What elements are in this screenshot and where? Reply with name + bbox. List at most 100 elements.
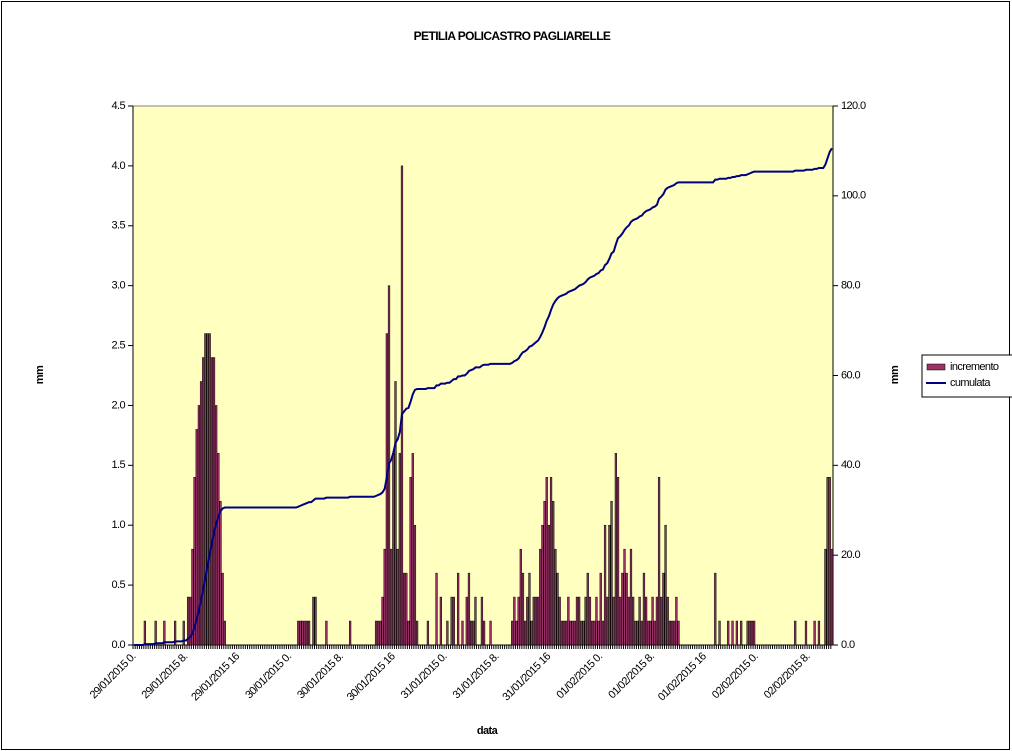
bar (154, 620, 157, 646)
bar (199, 381, 203, 646)
bar (660, 596, 663, 646)
bar (197, 405, 201, 646)
bar (143, 620, 146, 646)
bar (817, 620, 821, 646)
bar (465, 596, 468, 646)
bar (584, 596, 587, 646)
y2-tick-label: 0.0 (841, 639, 855, 651)
bar (621, 572, 624, 646)
bar (677, 620, 680, 646)
bar (549, 477, 553, 646)
bar (299, 620, 302, 646)
bar (415, 620, 419, 646)
bar (513, 596, 516, 646)
bar (565, 620, 568, 646)
bar (826, 477, 829, 646)
bar (446, 620, 449, 646)
bar (482, 620, 486, 646)
bar (746, 620, 749, 646)
bar (377, 620, 380, 646)
bar (450, 596, 453, 646)
bar (571, 620, 574, 646)
bar (524, 620, 527, 646)
bar (305, 620, 309, 646)
bar (673, 620, 676, 646)
bar (731, 620, 734, 646)
bar (675, 596, 678, 646)
bar (627, 596, 630, 646)
bar (601, 620, 605, 646)
bar (394, 381, 397, 646)
x-axis-title: data (477, 725, 499, 737)
bar (753, 620, 756, 646)
bar (374, 620, 378, 646)
bar (560, 620, 563, 646)
bar (616, 477, 620, 646)
bar (651, 596, 654, 646)
bar (223, 620, 226, 646)
bar (217, 453, 220, 646)
bar (182, 620, 185, 646)
bar (575, 596, 579, 646)
bar (174, 620, 177, 646)
legend-label: cumulata (950, 377, 991, 389)
bar (603, 524, 607, 646)
bar (556, 572, 559, 646)
bar (623, 548, 626, 646)
bar (638, 596, 641, 646)
bar (608, 524, 611, 646)
bar (457, 572, 460, 646)
bar (636, 620, 639, 646)
bar (590, 620, 594, 646)
bar (547, 524, 551, 646)
bar (489, 620, 492, 646)
y-tick-label: 4.0 (112, 160, 126, 172)
bar (588, 596, 592, 646)
bar (439, 596, 442, 646)
bar (664, 524, 667, 646)
bar (530, 620, 533, 646)
y2-tick-label: 120.0 (841, 100, 866, 112)
bar (595, 596, 598, 646)
bar (666, 596, 669, 646)
bar (632, 596, 635, 646)
bar (614, 453, 617, 646)
bar (517, 596, 520, 646)
bar (653, 620, 656, 646)
bar (301, 620, 304, 646)
bar (824, 548, 827, 646)
bar (657, 477, 661, 646)
bar (536, 596, 540, 646)
y-tick-label: 1.5 (112, 459, 126, 471)
bar (212, 357, 216, 646)
bar (552, 501, 555, 646)
bar (219, 501, 222, 646)
bar (426, 620, 430, 646)
bar (625, 572, 628, 646)
bar (519, 548, 522, 646)
bar (400, 165, 404, 646)
bar (206, 333, 209, 646)
y2-axis-title: mm (889, 365, 901, 384)
bar (541, 524, 544, 646)
y2-tick-label: 80.0 (841, 280, 860, 292)
bar (606, 596, 609, 646)
bar (655, 596, 659, 646)
bar (472, 620, 475, 646)
bar (189, 596, 192, 646)
bar (562, 620, 566, 646)
plot-area (132, 105, 834, 646)
bar (558, 596, 561, 646)
bar (619, 596, 622, 646)
bar (325, 620, 328, 646)
bar (668, 620, 671, 646)
bar (647, 620, 650, 646)
chart-title: PETILIA POLICASTRO PAGLIARELLE (414, 29, 611, 43)
bar (307, 620, 311, 646)
bar (314, 596, 317, 646)
bar (580, 620, 583, 646)
line (134, 147, 833, 646)
bar (582, 620, 585, 646)
bar (586, 572, 589, 646)
bar (297, 620, 300, 646)
